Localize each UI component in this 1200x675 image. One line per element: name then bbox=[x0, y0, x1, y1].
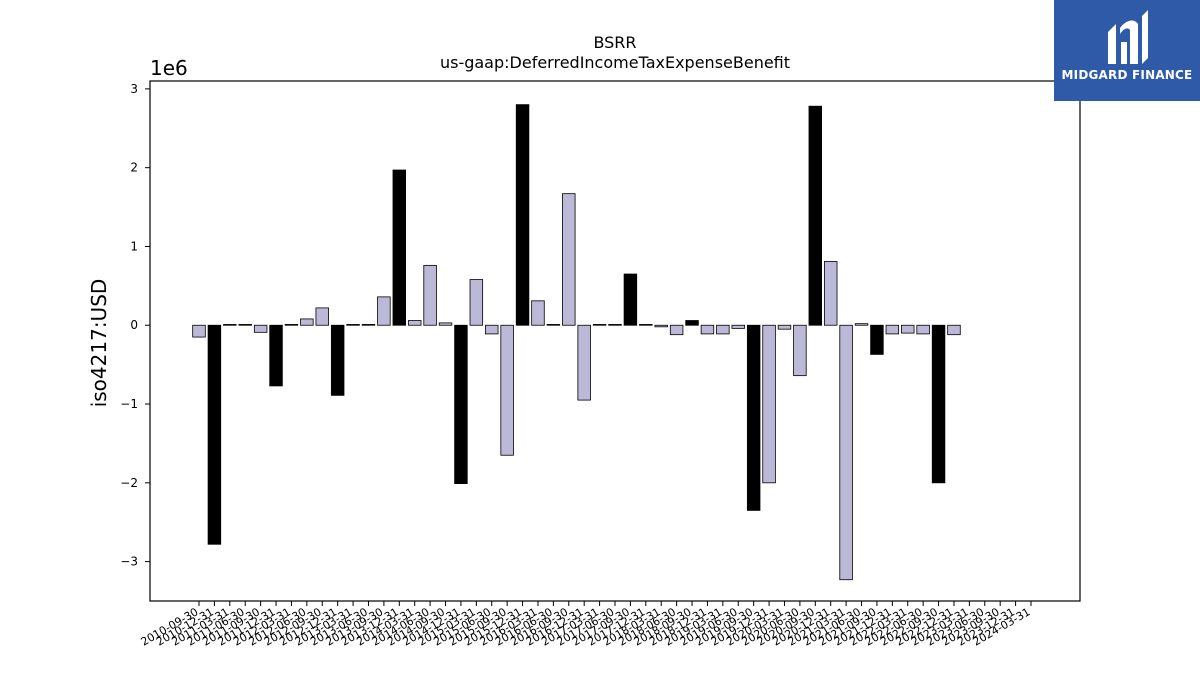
y-tick-label: −3 bbox=[120, 555, 138, 569]
brand-name: MIDGARD FINANCE bbox=[1061, 68, 1193, 82]
x-axis-ticks: 2010-09-302010-12-312011-03-312011-06-30… bbox=[139, 601, 1033, 649]
y-tick-label: 1 bbox=[130, 239, 138, 253]
bar bbox=[253, 324, 268, 333]
bar bbox=[654, 324, 668, 328]
bar bbox=[562, 193, 576, 326]
bar bbox=[762, 324, 776, 484]
bar bbox=[330, 324, 345, 396]
bar bbox=[192, 324, 206, 338]
bar bbox=[839, 324, 853, 581]
bar bbox=[284, 324, 299, 326]
y-multiplier-label: 1e6 bbox=[150, 56, 188, 80]
bar bbox=[300, 318, 314, 326]
brand-logo: MIDGARD FINANCE bbox=[1054, 0, 1200, 101]
bar bbox=[546, 324, 561, 326]
y-tick-label: 0 bbox=[130, 318, 138, 332]
bar bbox=[377, 296, 391, 326]
bar bbox=[592, 324, 607, 326]
brand-mark-icon bbox=[1108, 10, 1148, 64]
bar bbox=[423, 264, 437, 326]
bar bbox=[515, 104, 530, 326]
bar bbox=[639, 324, 653, 326]
y-tick-label: −1 bbox=[120, 397, 138, 411]
bar bbox=[238, 324, 252, 326]
bar bbox=[793, 324, 807, 377]
bar bbox=[854, 323, 869, 326]
bar bbox=[223, 324, 237, 326]
bar bbox=[269, 324, 283, 387]
bar bbox=[454, 324, 468, 484]
bar bbox=[500, 324, 514, 456]
bar bbox=[608, 324, 622, 326]
bar bbox=[577, 324, 591, 401]
bar bbox=[947, 324, 961, 336]
y-axis-ticks: −3 −2 −1 0 1 2 3 bbox=[120, 82, 150, 569]
bar bbox=[207, 324, 222, 545]
y-tick-label: −2 bbox=[120, 476, 138, 490]
bar bbox=[623, 273, 638, 326]
bar bbox=[685, 320, 699, 326]
chart-title: BSRR bbox=[593, 33, 636, 52]
bar bbox=[315, 307, 329, 326]
bar bbox=[901, 324, 915, 334]
bar bbox=[700, 324, 715, 335]
bar bbox=[346, 324, 360, 326]
bar bbox=[531, 300, 545, 326]
bar bbox=[777, 324, 792, 330]
bar bbox=[716, 324, 730, 335]
bars-layer bbox=[192, 104, 961, 581]
bar bbox=[870, 324, 884, 355]
bar bbox=[485, 324, 499, 335]
y-tick-label: 3 bbox=[130, 82, 138, 96]
bar bbox=[808, 105, 823, 326]
bar bbox=[361, 324, 376, 326]
chart-subtitle: us-gaap:DeferredIncomeTaxExpenseBenefit bbox=[440, 53, 790, 72]
bar bbox=[746, 324, 761, 511]
y-axis-label: iso4217:USD bbox=[87, 279, 111, 408]
bar bbox=[669, 324, 684, 336]
bar bbox=[438, 322, 453, 326]
plot-area-frame bbox=[149, 80, 1081, 602]
bar bbox=[407, 320, 422, 326]
bar bbox=[931, 324, 946, 484]
bar bbox=[392, 169, 407, 326]
bar bbox=[885, 324, 900, 335]
bar bbox=[916, 324, 930, 335]
bar bbox=[469, 279, 484, 326]
bar bbox=[823, 261, 838, 326]
y-tick-label: 2 bbox=[130, 161, 138, 175]
bar bbox=[731, 324, 745, 329]
